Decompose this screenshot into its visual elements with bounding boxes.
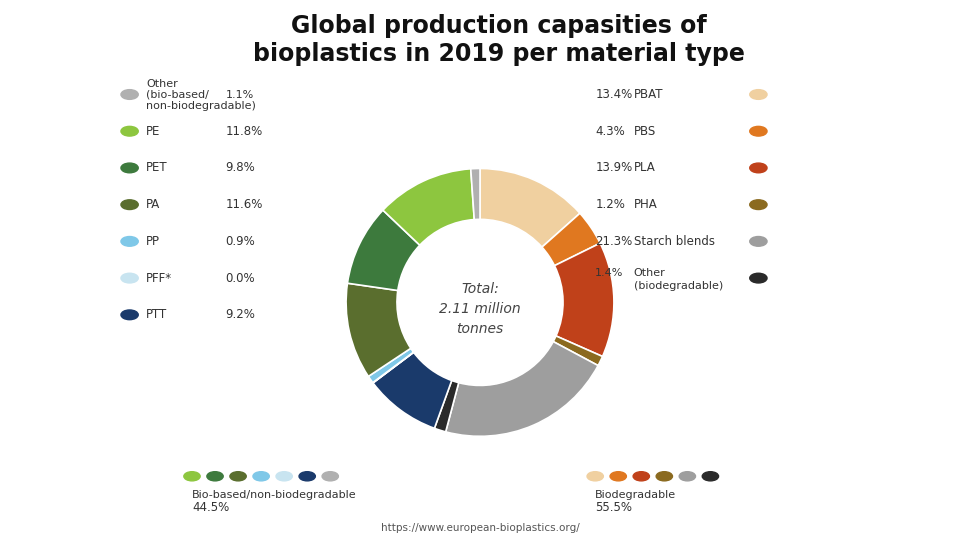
Text: 9.8%: 9.8% — [226, 161, 255, 174]
Wedge shape — [470, 168, 480, 220]
Text: Starch blends: Starch blends — [634, 235, 714, 248]
Text: PE: PE — [146, 125, 160, 138]
Text: PFF*: PFF* — [146, 272, 172, 285]
Wedge shape — [555, 243, 613, 356]
Wedge shape — [348, 210, 420, 291]
Text: PP: PP — [146, 235, 160, 248]
Text: PET: PET — [146, 161, 168, 174]
Text: https://www.european-bioplastics.org/: https://www.european-bioplastics.org/ — [380, 523, 580, 533]
Text: 4.3%: 4.3% — [595, 125, 625, 138]
Text: 1.2%: 1.2% — [595, 198, 625, 211]
Text: (biodegradable): (biodegradable) — [634, 281, 723, 291]
Text: (bio-based/: (bio-based/ — [146, 90, 208, 99]
Text: Global production capasities of
bioplastics in 2019 per material type: Global production capasities of bioplast… — [253, 14, 745, 66]
Text: PBAT: PBAT — [634, 88, 663, 101]
Wedge shape — [445, 342, 598, 436]
Wedge shape — [373, 352, 452, 428]
Text: PHA: PHA — [634, 198, 658, 211]
Text: 11.8%: 11.8% — [226, 125, 263, 138]
Text: PTT: PTT — [146, 308, 167, 321]
Text: 13.4%: 13.4% — [595, 88, 633, 101]
Wedge shape — [435, 381, 459, 432]
Text: 55.5%: 55.5% — [595, 501, 633, 514]
Text: 0.9%: 0.9% — [226, 235, 255, 248]
Text: 1.4%: 1.4% — [595, 268, 624, 278]
Wedge shape — [383, 169, 474, 245]
Text: Biodegradable: Biodegradable — [595, 490, 677, 500]
Text: 44.5%: 44.5% — [192, 501, 229, 514]
Wedge shape — [553, 336, 603, 366]
Text: non-biodegradable): non-biodegradable) — [146, 102, 255, 111]
Text: 1.1%: 1.1% — [226, 90, 253, 99]
Text: Bio-based/non-biodegradable: Bio-based/non-biodegradable — [192, 490, 356, 500]
Text: 2.11 million: 2.11 million — [439, 302, 521, 316]
Text: PBS: PBS — [634, 125, 656, 138]
Text: 13.9%: 13.9% — [595, 161, 633, 174]
Text: 21.3%: 21.3% — [595, 235, 633, 248]
Text: PA: PA — [146, 198, 160, 211]
Text: tonnes: tonnes — [456, 322, 504, 336]
Wedge shape — [542, 213, 600, 266]
Wedge shape — [369, 348, 414, 383]
Wedge shape — [347, 283, 411, 376]
Wedge shape — [480, 168, 580, 247]
Text: 9.2%: 9.2% — [226, 308, 255, 321]
Text: PLA: PLA — [634, 161, 656, 174]
Text: Total:: Total: — [461, 282, 499, 296]
Text: Other: Other — [146, 79, 178, 89]
Text: 0.0%: 0.0% — [226, 272, 255, 285]
Text: 11.6%: 11.6% — [226, 198, 263, 211]
Text: Other: Other — [634, 268, 665, 278]
Wedge shape — [372, 352, 414, 383]
